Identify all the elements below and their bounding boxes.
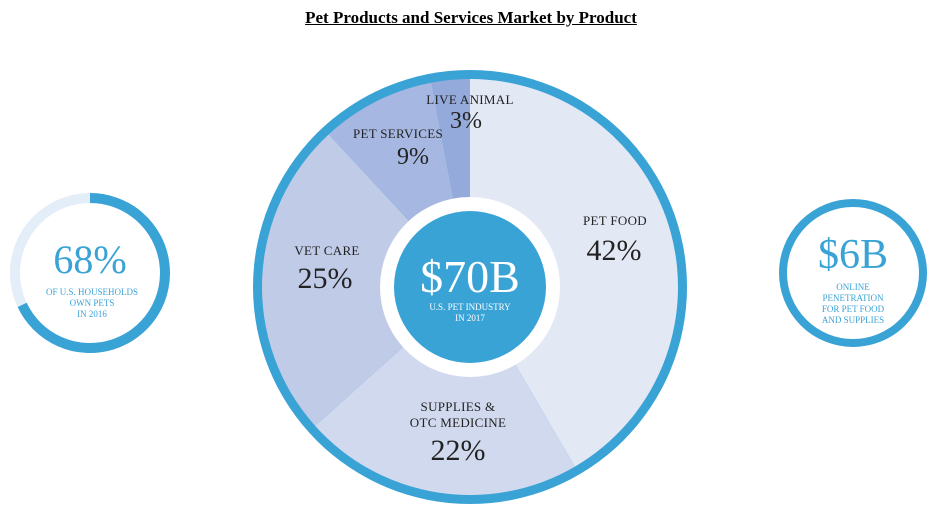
pie-center-disc — [394, 211, 546, 363]
slice-supplies — [315, 287, 575, 496]
pct-live-animal: 3% — [450, 108, 482, 134]
pct-pet-services: 9% — [397, 144, 429, 170]
online-ring — [779, 199, 927, 347]
label-supplies-1: SUPPLIES & — [421, 399, 496, 414]
label-vet-care: VET CARE — [294, 243, 359, 258]
center-caption-1: U.S. PET INDUSTRY — [429, 302, 511, 312]
households-caption-2: OWN PETS — [70, 298, 115, 308]
slice-pet-food — [470, 79, 678, 467]
online-caption-4: AND SUPPLIES — [822, 315, 884, 325]
online-caption-2: PENETRATION — [823, 293, 884, 303]
online-caption-3: FOR PET FOOD — [822, 304, 885, 314]
online-penetration-badge: $6B ONLINE PENETRATION FOR PET FOOD AND … — [779, 199, 927, 347]
chart-title: Pet Products and Services Market by Prod… — [305, 8, 637, 27]
households-caption-1: OF U.S. HOUSEHOLDS — [46, 287, 138, 297]
households-progress-arc — [17, 193, 170, 353]
pct-pet-food: 42% — [587, 234, 642, 267]
online-value: $6B — [818, 232, 888, 278]
label-pet-food: PET FOOD — [583, 213, 647, 228]
households-caption-3: IN 2016 — [77, 309, 107, 319]
pct-vet-care: 25% — [298, 262, 353, 295]
households-value: 68% — [53, 237, 126, 282]
label-pet-services: PET SERVICES — [353, 126, 443, 141]
label-supplies-2: OTC MEDICINE — [410, 415, 506, 430]
market-pie: $70B U.S. PET INDUSTRY IN 2017 LIVE ANIM… — [253, 70, 687, 504]
center-caption-2: IN 2017 — [455, 313, 485, 323]
label-live-animal: LIVE ANIMAL — [426, 92, 513, 107]
slice-vet-care — [262, 134, 470, 426]
online-caption-1: ONLINE — [836, 282, 870, 292]
center-value: $70B — [420, 251, 520, 302]
pct-supplies: 22% — [431, 434, 486, 467]
households-gauge: 68% OF U.S. HOUSEHOLDS OWN PETS IN 2016 — [10, 193, 170, 353]
